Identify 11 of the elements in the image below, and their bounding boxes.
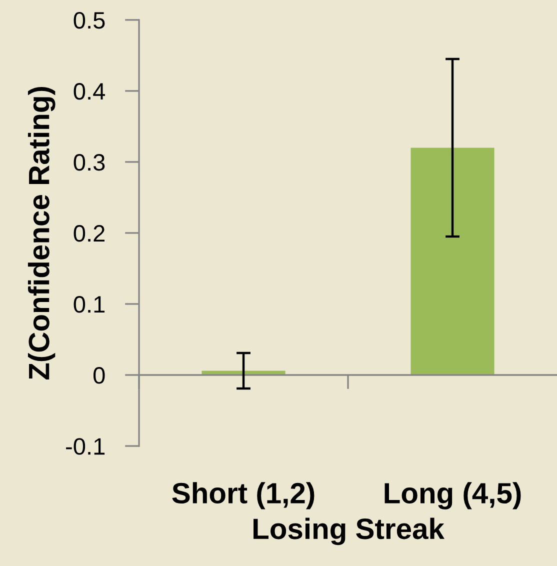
y-tick-label: 0 (93, 367, 105, 384)
x-tick-label: Short (1,2) (172, 482, 314, 510)
y-tick-label: 0.1 (74, 296, 105, 313)
x-tick-label: Long (4,5) (384, 482, 521, 510)
y-tick-label: 0.2 (74, 225, 105, 242)
y-tick-label: -0.1 (66, 438, 105, 455)
y-tick-label: 0.4 (74, 83, 106, 100)
y-axis-title: Z(Confidence Rating) (28, 86, 56, 380)
y-tick-label: 0.3 (74, 154, 105, 171)
y-tick-label: 0.5 (74, 12, 105, 29)
x-axis-title: Losing Streak (254, 518, 444, 546)
